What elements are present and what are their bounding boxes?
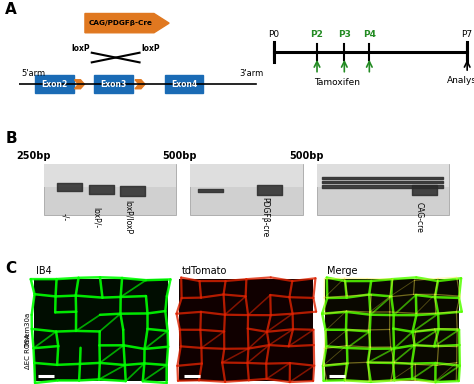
Text: B: B xyxy=(5,131,17,146)
Text: P4: P4 xyxy=(363,30,376,38)
Polygon shape xyxy=(74,80,84,89)
Polygon shape xyxy=(85,13,169,33)
Text: loxP/loxP: loxP/loxP xyxy=(124,200,133,235)
Text: ΔEC ROSA: ΔEC ROSA xyxy=(25,333,31,369)
FancyBboxPatch shape xyxy=(190,164,303,215)
FancyBboxPatch shape xyxy=(44,164,176,187)
FancyBboxPatch shape xyxy=(164,75,203,93)
Text: 3'arm: 3'arm xyxy=(240,70,264,78)
Text: Exon2: Exon2 xyxy=(41,80,67,89)
Text: IB4: IB4 xyxy=(36,266,52,276)
Text: C: C xyxy=(5,261,17,276)
Text: Tmem30a: Tmem30a xyxy=(25,313,31,348)
Text: loxP/-: loxP/- xyxy=(92,207,101,228)
FancyBboxPatch shape xyxy=(34,279,168,381)
FancyBboxPatch shape xyxy=(190,164,303,187)
Text: Analyses: Analyses xyxy=(447,76,474,85)
Text: loxP: loxP xyxy=(142,45,160,53)
Text: P3: P3 xyxy=(338,30,351,38)
Text: loxP: loxP xyxy=(71,45,90,53)
FancyBboxPatch shape xyxy=(179,279,313,381)
Text: Exon4: Exon4 xyxy=(171,80,197,89)
Text: A: A xyxy=(5,2,17,17)
FancyBboxPatch shape xyxy=(44,164,176,215)
Text: P7: P7 xyxy=(462,30,473,38)
Text: 500bp: 500bp xyxy=(162,151,197,161)
Text: 5'arm: 5'arm xyxy=(21,70,46,78)
FancyBboxPatch shape xyxy=(94,75,133,93)
FancyBboxPatch shape xyxy=(35,75,73,93)
FancyBboxPatch shape xyxy=(317,164,449,187)
Text: CAG-cre: CAG-cre xyxy=(415,202,424,233)
Text: Exon3: Exon3 xyxy=(100,80,127,89)
FancyBboxPatch shape xyxy=(317,164,449,215)
Text: -/-: -/- xyxy=(60,214,69,222)
Text: 500bp: 500bp xyxy=(290,151,324,161)
FancyBboxPatch shape xyxy=(325,279,459,381)
Text: CAG/PDGFβ-Cre: CAG/PDGFβ-Cre xyxy=(88,20,152,26)
Text: P2: P2 xyxy=(310,30,323,38)
Text: Merge: Merge xyxy=(327,266,357,276)
Text: Tamoxifen: Tamoxifen xyxy=(314,78,361,88)
Polygon shape xyxy=(135,80,145,89)
Text: 250bp: 250bp xyxy=(17,151,51,161)
Text: tdTomato: tdTomato xyxy=(182,266,227,276)
Text: P0: P0 xyxy=(268,30,279,38)
Text: PDGFβ-cre: PDGFβ-cre xyxy=(260,197,269,238)
